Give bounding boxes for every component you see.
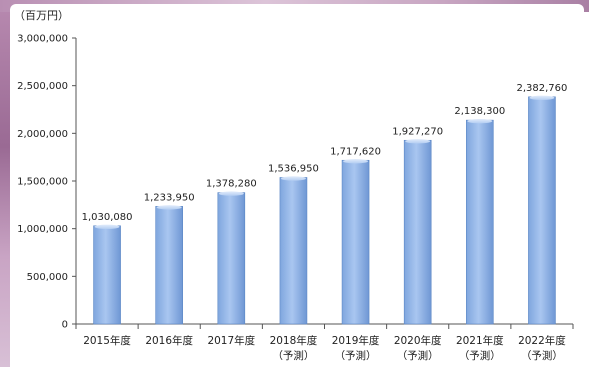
bar (155, 206, 183, 325)
data-label: 2,138,300 (454, 106, 505, 117)
y-tick-label: 3,000,000 (17, 34, 68, 45)
y-tick-label: 1,000,000 (17, 224, 68, 235)
bar-highlight (467, 118, 493, 124)
x-tick-label: 2017年度 (207, 334, 255, 347)
bar-highlight (280, 176, 306, 181)
x-tick-label: （予測） (335, 349, 377, 362)
x-axis-labels: 2015年度 2016年度 2017年度 2018年度 （予測） 2019年度 （予測） 20… (83, 334, 566, 362)
bar (403, 139, 432, 325)
data-label: 1,717,620 (330, 146, 381, 157)
data-label: 1,378,280 (206, 179, 257, 190)
bar-highlight (343, 159, 369, 164)
x-tick-label: （予測） (272, 349, 314, 362)
x-tick-label: 2020年度 (394, 334, 442, 347)
bars (93, 95, 556, 325)
x-tick-label: 2018年度 (270, 334, 318, 347)
x-tick-label: 2016年度 (145, 334, 193, 347)
bar (279, 177, 308, 325)
y-tick-label: 1,500,000 (17, 177, 68, 188)
axes (75, 38, 574, 329)
y-axis-unit-label: （百万円） (14, 9, 69, 22)
bar (528, 96, 556, 325)
bar-highlight (405, 139, 431, 144)
x-tick-label: 2015年度 (83, 334, 131, 347)
data-label: 1,927,270 (392, 126, 443, 137)
y-tick-label: 500,000 (27, 272, 68, 283)
x-tick-label: （予測） (521, 349, 563, 362)
data-label: 1,233,950 (144, 192, 195, 203)
bar (466, 119, 494, 325)
bar-highlight (529, 95, 555, 101)
value-labels: 1,030,080 1,233,950 1,378,280 1,536,950 1,71… (82, 83, 568, 223)
data-label: 1,536,950 (268, 163, 319, 174)
bar-highlight (218, 191, 244, 196)
x-tick-label: 2022年度 (518, 334, 566, 347)
data-label: 1,030,080 (82, 212, 133, 223)
x-tick-label: （予測） (397, 349, 439, 362)
bar (341, 159, 370, 325)
bar (93, 225, 121, 325)
data-label: 2,382,760 (516, 83, 567, 94)
bar-highlight (156, 205, 182, 210)
y-tick-label: 2,000,000 (17, 129, 68, 140)
bar (217, 192, 246, 325)
bar-highlight (94, 224, 120, 229)
y-tick-label: 2,500,000 (17, 81, 68, 92)
y-tick-label: 0 (62, 320, 68, 331)
x-tick-label: 2021年度 (456, 334, 504, 347)
x-tick-label: 2019年度 (332, 334, 380, 347)
x-tick-label: （予測） (459, 349, 501, 362)
y-axis-ticks: 0 500,000 1,000,000 1,500,000 2,000,000 2,500… (17, 34, 76, 331)
